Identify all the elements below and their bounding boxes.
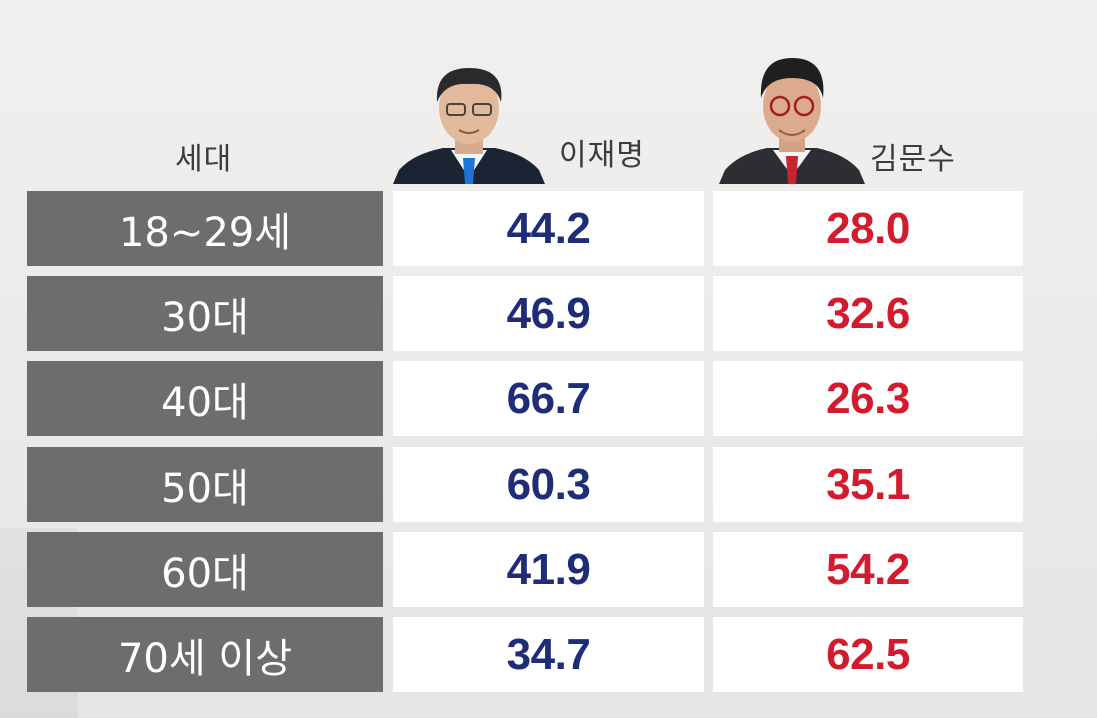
row-label: 60대 [27,532,383,607]
value-cell-candidate-1: 60.3 [393,447,704,522]
row-label: 18~29세 [27,191,383,266]
row-label: 50대 [27,447,383,522]
value-cell-candidate-1: 66.7 [393,361,704,436]
candidate-1-portrait [393,68,545,184]
column-header-candidate-2: 김문수 [870,142,956,177]
value-cell-candidate-1: 46.9 [393,276,704,351]
value-cell-candidate-1: 41.9 [393,532,704,607]
value-cell-candidate-2: 54.2 [713,532,1023,607]
value-cell-candidate-2: 35.1 [713,447,1023,522]
value-cell-candidate-2: 26.3 [713,361,1023,436]
row-label: 40대 [27,361,383,436]
row-label: 70세 이상 [27,617,383,692]
column-header-age: 세대 [175,142,233,177]
candidate-2-portrait [719,58,865,184]
row-label: 30대 [27,276,383,351]
value-cell-candidate-1: 34.7 [393,617,704,692]
value-cell-candidate-2: 62.5 [713,617,1023,692]
value-cell-candidate-1: 44.2 [393,191,704,266]
value-cell-candidate-2: 32.6 [713,276,1023,351]
value-cell-candidate-2: 28.0 [713,191,1023,266]
column-header-candidate-1: 이재명 [559,138,645,173]
